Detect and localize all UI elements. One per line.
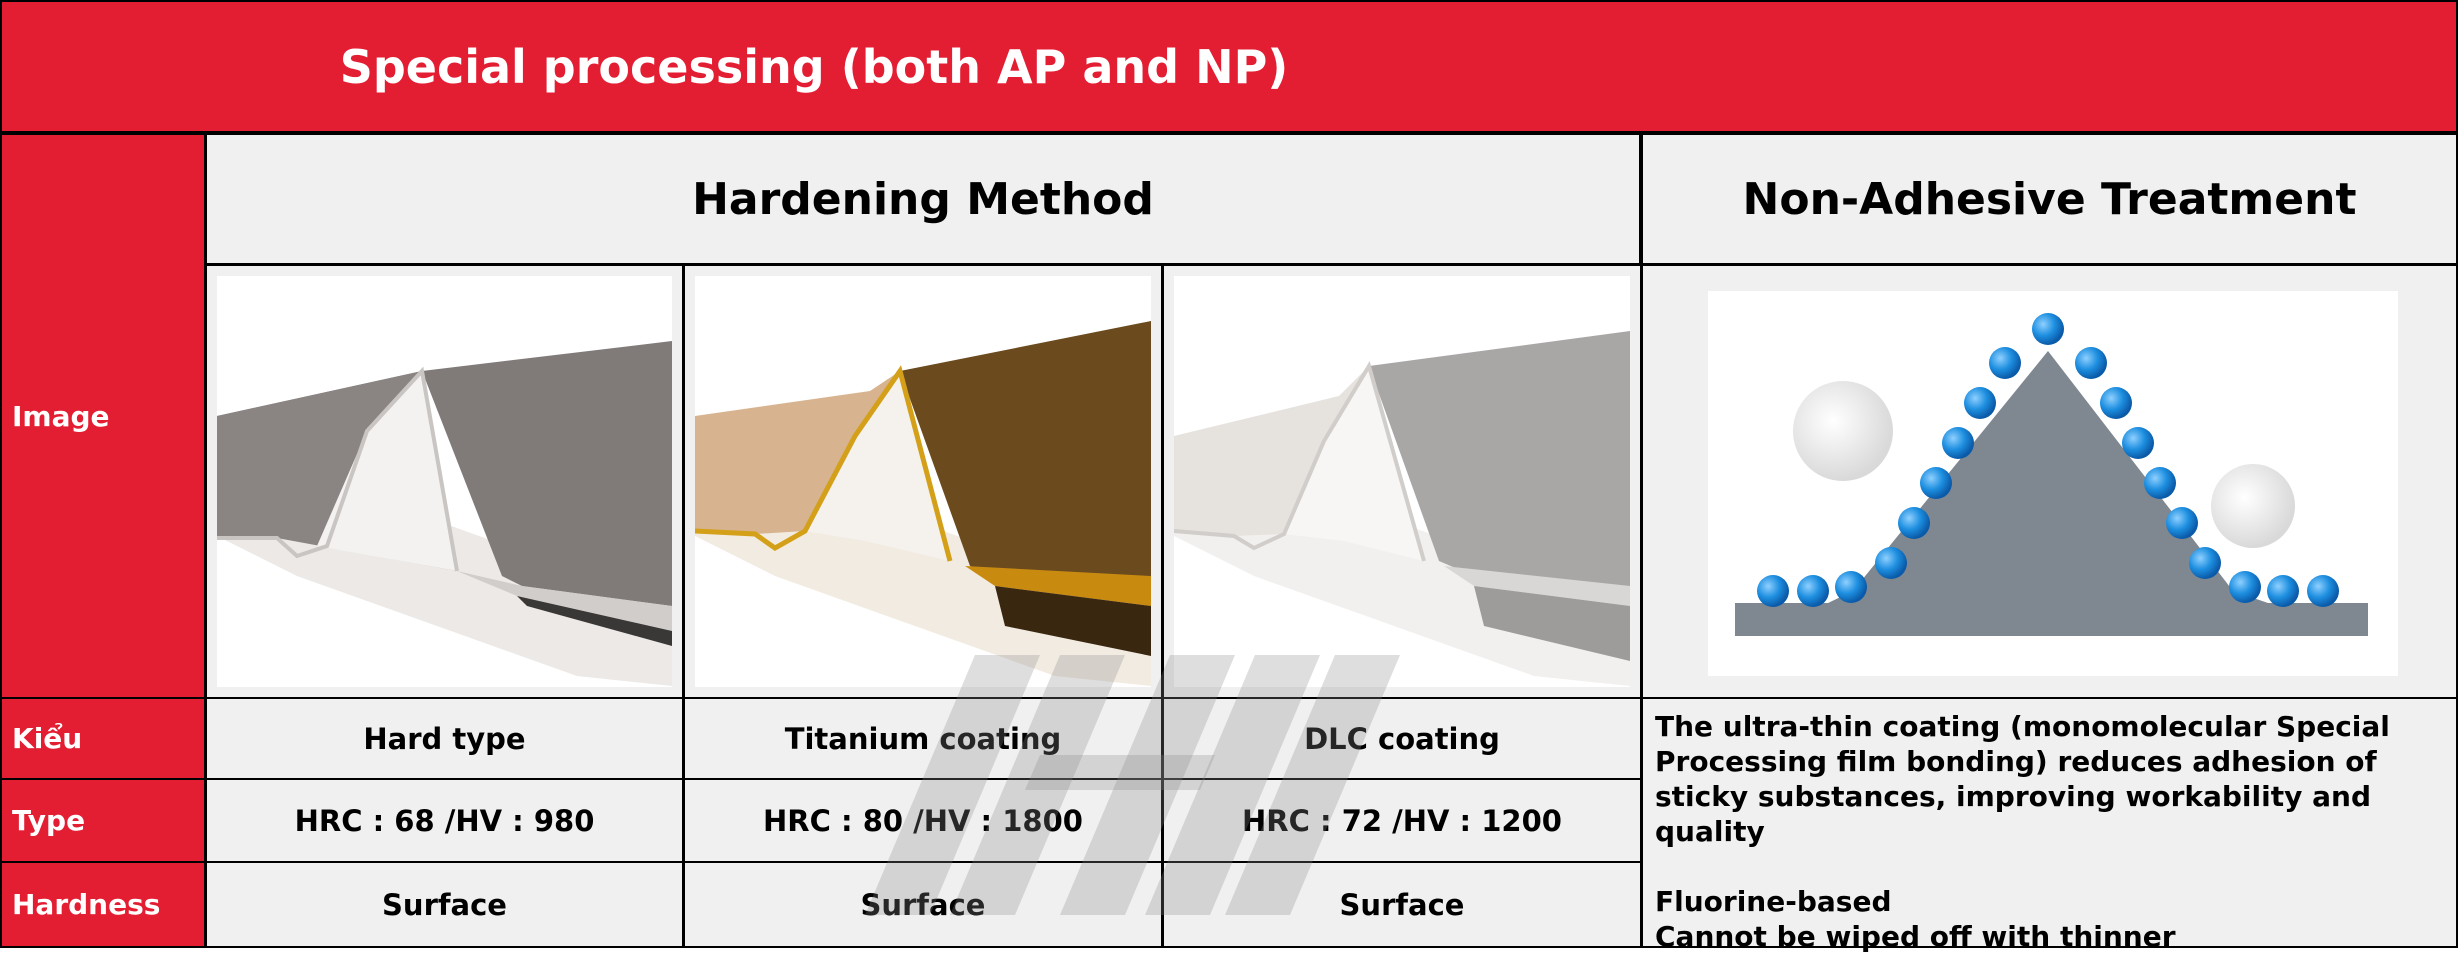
dlc-coating-blade-image [1174,276,1630,687]
non-adhesive-diagram [1708,291,2398,676]
header-non-adhesive-treatment: Non-Adhesive Treatment [1643,135,2456,263]
table-title: Special processing (both AP and NP) [2,2,2456,131]
image-cell-hard [207,266,682,697]
hardness-hard: Surface [207,863,682,946]
kieu-hard: Hard type [207,699,682,778]
image-cell-titanium [685,266,1161,697]
hardness-titanium: Surface [685,863,1161,946]
row-label-type: Type [2,780,204,861]
image-cell-dlc [1164,266,1640,697]
header-hardening-method: Hardening Method [207,135,1639,263]
titanium-coating-blade-image [695,276,1151,687]
non-adhesive-description: The ultra-thin coating (monomolecular Sp… [1643,699,2456,953]
kieu-dlc: DLC coating [1164,699,1640,778]
type-hard: HRC : 68 /HV : 980 [207,780,682,861]
image-cell-non-adhesive [1643,266,2456,697]
row-label-kieu: Kiểu [2,699,204,778]
hard-type-blade-image [217,276,672,687]
hardness-dlc: Surface [1164,863,1640,946]
kieu-titanium: Titanium coating [685,699,1161,778]
row-label-image: Image [2,135,204,697]
row-label-hardness: Hardness [2,863,204,946]
type-dlc: HRC : 72 /HV : 1200 [1164,780,1640,861]
type-titanium: HRC : 80 /HV : 1800 [685,780,1161,861]
